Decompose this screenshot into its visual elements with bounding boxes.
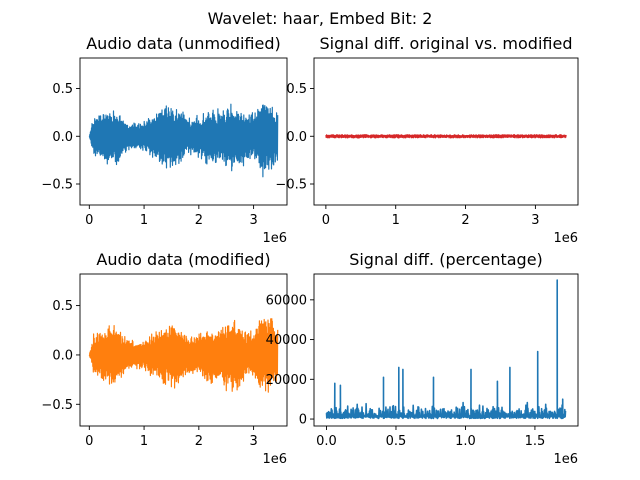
- subplot-title: Audio data (modified): [96, 250, 270, 269]
- axes-frame: [79, 57, 288, 206]
- subplot-ax2: 0 1 2 3 −0.5 0.0 0.5 1e6 Audio data (modified): [41, 250, 288, 467]
- x-tick-label: 2: [195, 213, 203, 228]
- subplot-title: Signal diff. original vs. modified: [320, 34, 573, 53]
- x-tick-label: 1: [140, 434, 148, 449]
- x-offset-label: 1e6: [262, 231, 287, 246]
- x-tick-label: 2: [195, 434, 203, 449]
- y-tick-label: 0: [299, 413, 307, 428]
- x-tick-label: 0: [85, 213, 93, 228]
- y-tick-label: 0.5: [286, 82, 307, 97]
- y-tick-label: 0.0: [52, 130, 73, 145]
- x-tick-label: 1.5: [525, 434, 546, 449]
- subplot-title: Signal diff. (percentage): [349, 250, 543, 269]
- x-offset-label: 1e6: [262, 452, 287, 467]
- figure-suptitle: Wavelet: haar, Embed Bit: 2: [208, 9, 433, 28]
- y-tick-label: 20000: [266, 373, 307, 388]
- x-offset-label: 1e6: [553, 231, 578, 246]
- y-tick-label: −0.5: [275, 178, 307, 193]
- y-tick-label: 40000: [266, 333, 307, 348]
- axes-frame: [79, 273, 288, 427]
- x-tick-label: 1.0: [455, 434, 476, 449]
- axes-frame: [313, 57, 579, 206]
- axes-container: 0 1 2 3 −0.5 0.0 0.5 1e6 Audio data (unmodified)…: [41, 34, 579, 467]
- x-tick-label: 1: [392, 213, 400, 228]
- x-tick-label: 3: [249, 434, 257, 449]
- series-line-ax3: [325, 279, 567, 420]
- axes-frame: [313, 273, 579, 427]
- x-tick-label: 2: [461, 213, 469, 228]
- x-tick-label: 3: [531, 213, 539, 228]
- y-tick-label: 0.0: [52, 348, 73, 363]
- y-tick-label: −0.5: [41, 398, 73, 413]
- subplot-ax0: 0 1 2 3 −0.5 0.0 0.5 1e6 Audio data (unmodified): [41, 34, 288, 246]
- subplot-ax1: 0 1 2 3 −0.5 0.0 0.5 1e6 Signal diff. original v…: [275, 34, 579, 246]
- x-offset-label: 1e6: [553, 452, 578, 467]
- y-tick-label: −0.5: [41, 178, 73, 193]
- series-line-ax2: [88, 318, 279, 393]
- y-tick-label: 60000: [266, 293, 307, 308]
- y-tick-label: 0.5: [52, 82, 73, 97]
- x-tick-label: 0.0: [316, 434, 337, 449]
- series-line-ax1: [325, 134, 567, 139]
- subplot-title: Audio data (unmodified): [86, 34, 281, 53]
- x-tick-label: 0: [85, 434, 93, 449]
- x-tick-label: 0: [322, 213, 330, 228]
- x-tick-label: 3: [249, 213, 257, 228]
- x-tick-label: 1: [140, 213, 148, 228]
- series-line-ax0: [88, 103, 279, 178]
- subplot-ax3: 0.0 0.5 1.0 1.5 0 20000 40000 60000 1e6 Signal di…: [266, 250, 579, 467]
- y-tick-label: 0.0: [286, 130, 307, 145]
- y-tick-label: 0.5: [52, 299, 73, 314]
- x-tick-label: 0.5: [386, 434, 407, 449]
